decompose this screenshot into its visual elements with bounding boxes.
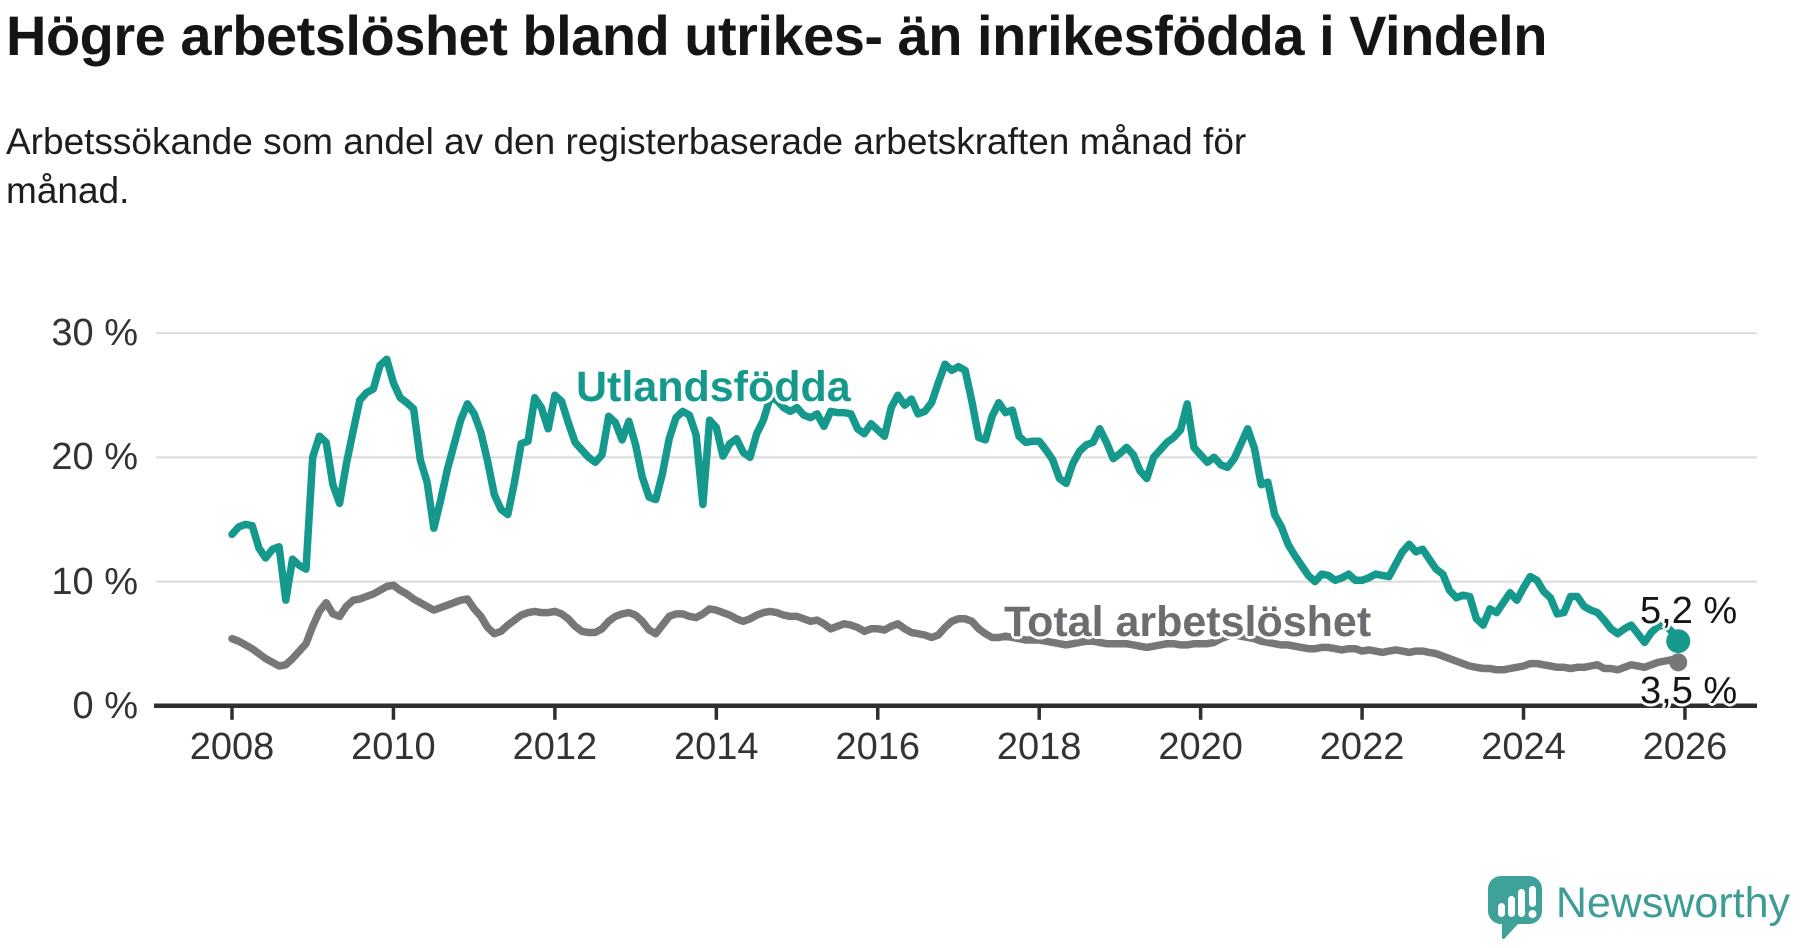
x-axis-label: 2018 (996, 726, 1082, 768)
x-axis-label: 2022 (1319, 726, 1405, 768)
newsworthy-logo: Newsworthy (1486, 874, 1790, 940)
x-axis-label: 2008 (189, 726, 275, 768)
newsworthy-wordmark: Newsworthy (1555, 878, 1790, 927)
y-axis-label: 20 % (51, 436, 138, 479)
series-label-total-unemployment: Total arbetslöshet (1004, 598, 1372, 646)
end-dot-foreign-born (1666, 629, 1691, 654)
x-axis-label: 2010 (351, 726, 436, 768)
x-axis-label: 2014 (674, 726, 759, 768)
series-label-foreign-born: Utlandsfödda (576, 363, 851, 411)
x-axis-label: 2024 (1481, 726, 1566, 768)
y-axis-label: 0 % (72, 684, 138, 727)
newsworthy-bubble-icon (1487, 876, 1542, 940)
x-axis-label: 2026 (1642, 726, 1728, 768)
line-total-unemployment (228, 581, 1682, 674)
end-value-label-foreign-born: 5,2 % (1640, 590, 1738, 632)
x-axis-label: 2020 (1158, 726, 1243, 768)
line-foreign-born (228, 355, 1682, 647)
x-axis-label: 2012 (512, 726, 598, 768)
y-axis-label: 10 % (51, 560, 138, 603)
chart-subtitle-line-2: månad. (6, 170, 130, 211)
chart-title: Högre arbetslöshet bland utrikes- än inr… (6, 4, 1547, 67)
end-dot-total (1669, 653, 1688, 672)
end-value-label-total: 3,5 % (1640, 670, 1738, 712)
x-axis-label: 2016 (835, 726, 921, 768)
chart-subtitle-line-1: Arbetssökande som andel av den registerb… (6, 121, 1247, 162)
y-axis-label: 30 % (51, 312, 138, 355)
